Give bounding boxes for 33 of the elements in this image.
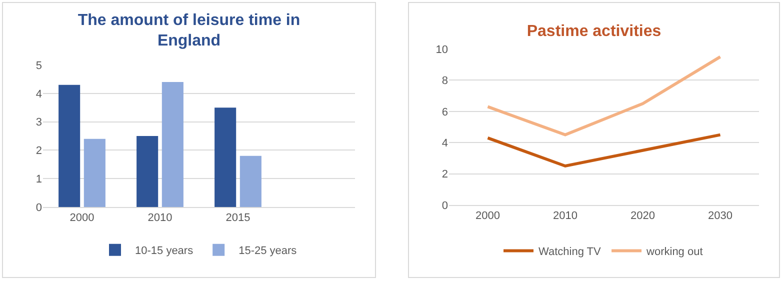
y-tick-label: 10 — [436, 44, 448, 56]
y-tick-label: 3 — [36, 116, 42, 129]
x-tick-label: 2010 — [553, 210, 578, 222]
bar — [84, 138, 106, 207]
y-tick-label: 1 — [36, 173, 42, 186]
x-tick-label: 2020 — [630, 210, 655, 222]
legend-label: Watching TV — [538, 246, 602, 258]
y-tick-label: 4 — [36, 88, 42, 100]
y-tick-label: 0 — [36, 202, 42, 214]
legend-label: 15-25 years — [238, 245, 298, 258]
bar — [240, 156, 262, 207]
y-tick-label: 2 — [36, 145, 42, 158]
y-tick-label: 5 — [36, 60, 42, 72]
legend-label: 10-15 years — [135, 245, 194, 258]
line-series — [486, 55, 722, 136]
y-tick-label: 8 — [442, 75, 448, 88]
x-tick-label: 2000 — [476, 210, 500, 222]
legend-label: working out — [646, 246, 703, 258]
bar — [214, 108, 236, 207]
line-series — [486, 133, 722, 168]
x-tick-label: 2015 — [226, 212, 250, 224]
chart-title: Pastime activities — [526, 23, 662, 40]
x-tick-label: 2000 — [70, 212, 94, 224]
x-tick-label: 2010 — [148, 212, 172, 224]
y-tick-label: 0 — [442, 200, 448, 212]
y-tick-label: 4 — [442, 137, 448, 150]
bar — [58, 84, 80, 207]
y-tick-label: 2 — [442, 168, 448, 181]
x-tick-label: 2030 — [708, 210, 732, 222]
bar — [162, 82, 184, 207]
bar — [136, 136, 158, 207]
chart-title: The amount of leisure time in England — [78, 12, 300, 50]
y-tick-label: 6 — [442, 106, 448, 118]
